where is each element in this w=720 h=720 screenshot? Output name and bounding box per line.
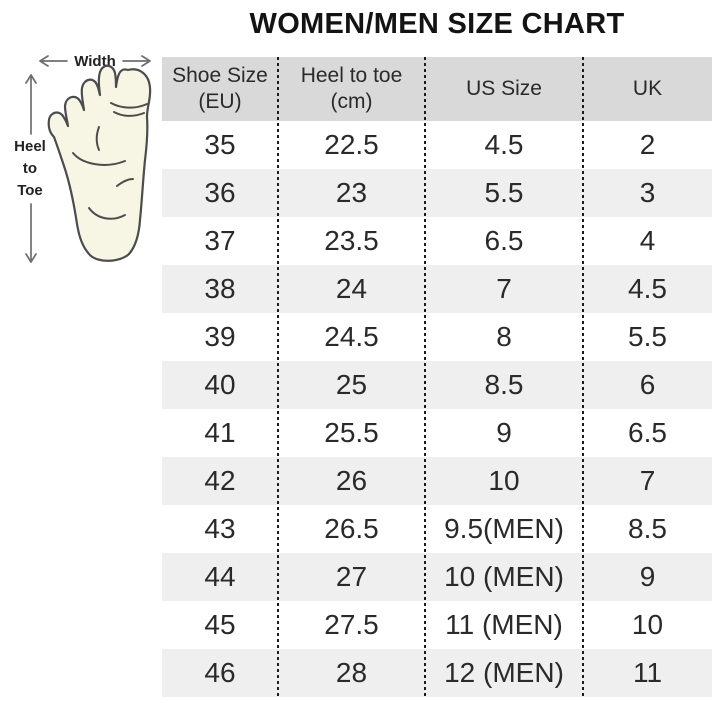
- uk-size-cell: 8.5: [628, 513, 667, 544]
- table-row: 46 28 12 (MEN) 11: [162, 649, 712, 697]
- header-cm-line1: Heel to toe: [300, 64, 403, 87]
- header-eu-line2: (EU): [198, 90, 242, 113]
- header-heel-to-toe: Heel to toe (cm): [278, 57, 425, 121]
- us-size-cell: 11 (MEN): [445, 609, 563, 640]
- table-row: 42 26 10 7: [162, 457, 712, 505]
- heel-to-toe-cell: 25: [335, 369, 368, 400]
- foot-diagram-svg: Width Heel to Toe: [14, 53, 152, 263]
- uk-size-cell: 2: [639, 129, 656, 160]
- table-row: 43 26.5 9.5(MEN) 8.5: [162, 505, 712, 553]
- table-row: 45 27.5 11 (MEN) 10: [162, 601, 712, 649]
- heel-to-toe-cell: 25.5: [324, 417, 379, 448]
- eu-size-cell: 35: [204, 129, 236, 160]
- us-size-cell: 6.5: [484, 225, 524, 256]
- us-size-cell: 9.5(MEN): [444, 513, 564, 544]
- table-row: 37 23.5 6.5 4: [162, 217, 712, 265]
- heel-to-toe-cell: 27.5: [324, 609, 379, 640]
- heel-label-line3: Toe: [17, 182, 43, 199]
- width-arrow-icon: [39, 55, 151, 67]
- eu-size-cell: 44: [204, 561, 236, 592]
- uk-size-cell: 11: [632, 657, 663, 688]
- uk-size-cell: 6: [639, 369, 656, 400]
- header-cm-line2: (cm): [330, 90, 373, 113]
- eu-size-cell: 38: [204, 273, 236, 304]
- us-size-cell: 5.5: [484, 177, 524, 208]
- heel-to-toe-cell: 28: [335, 657, 368, 688]
- header-uk-size: UK: [583, 57, 712, 121]
- foot-sole-icon: [47, 64, 152, 262]
- eu-size-cell: 40: [204, 369, 236, 400]
- heel-to-toe-cell: 24.5: [324, 321, 379, 352]
- heel-to-toe-cell: 27: [335, 561, 368, 592]
- uk-size-cell: 6.5: [628, 417, 667, 448]
- heel-label-line1: Heel: [14, 138, 46, 155]
- uk-size-cell: 9: [639, 561, 656, 592]
- uk-size-cell: 3: [639, 177, 656, 208]
- eu-size-cell: 43: [204, 513, 236, 544]
- table-row: 36 23 5.5 3: [162, 169, 712, 217]
- table-row: 39 24.5 8 5.5: [162, 313, 712, 361]
- foot-measurement-diagram: Width Heel to Toe: [10, 48, 160, 296]
- header-uk-line1: UK: [632, 77, 663, 100]
- size-table-header: Shoe Size (EU) Heel to toe (cm) US Size …: [162, 57, 712, 121]
- heel-to-toe-cell: 24: [335, 273, 368, 304]
- header-eu-line1: Shoe Size: [172, 64, 268, 87]
- table-row: 38 24 7 4.5: [162, 265, 712, 313]
- heel-to-toe-cell: 26.5: [324, 513, 379, 544]
- us-size-cell: 8.5: [484, 369, 524, 400]
- us-size-cell: 12 (MEN): [444, 657, 564, 688]
- uk-size-cell: 4.5: [628, 273, 667, 304]
- eu-size-cell: 42: [204, 465, 236, 496]
- us-size-cell: 10: [488, 465, 520, 496]
- us-size-cell: 4.5: [484, 129, 524, 160]
- table-row: 40 25 8.5 6: [162, 361, 712, 409]
- heel-label-line2: to: [23, 160, 37, 177]
- size-table-body: 35 22.5 4.5 2 36 23 5.5 3 37 23.5 6.5 4 …: [162, 121, 712, 697]
- us-size-cell: 10 (MEN): [444, 561, 564, 592]
- table-row: 44 27 10 (MEN) 9: [162, 553, 712, 601]
- header-us-size: US Size: [425, 57, 583, 121]
- uk-size-cell: 7: [639, 465, 656, 496]
- heel-to-toe-cell: 23: [335, 177, 368, 208]
- header-eu-size: Shoe Size (EU): [162, 57, 278, 121]
- heel-to-toe-cell: 23.5: [324, 225, 379, 256]
- page-title: WOMEN/MEN SIZE CHART: [249, 8, 625, 40]
- eu-size-cell: 37: [204, 225, 236, 256]
- table-row: 35 22.5 4.5 2: [162, 121, 712, 169]
- us-size-cell: 8: [496, 321, 512, 352]
- uk-size-cell: 4: [639, 225, 656, 256]
- us-size-cell: 7: [496, 273, 512, 304]
- table-row: 41 25.5 9 6.5: [162, 409, 712, 457]
- us-size-cell: 9: [496, 417, 512, 448]
- eu-size-cell: 45: [204, 609, 236, 640]
- eu-size-cell: 41: [204, 417, 236, 448]
- header-us-line1: US Size: [466, 77, 542, 100]
- heel-to-toe-cell: 22.5: [324, 129, 379, 160]
- heel-to-toe-cell: 26: [335, 465, 368, 496]
- eu-size-cell: 39: [204, 321, 236, 352]
- eu-size-cell: 36: [204, 177, 236, 208]
- uk-size-cell: 10: [631, 609, 664, 640]
- eu-size-cell: 46: [204, 657, 236, 688]
- heel-toe-arrow-icon: [25, 74, 37, 263]
- uk-size-cell: 5.5: [628, 321, 667, 352]
- size-table: Shoe Size (EU) Heel to toe (cm) US Size …: [162, 57, 712, 697]
